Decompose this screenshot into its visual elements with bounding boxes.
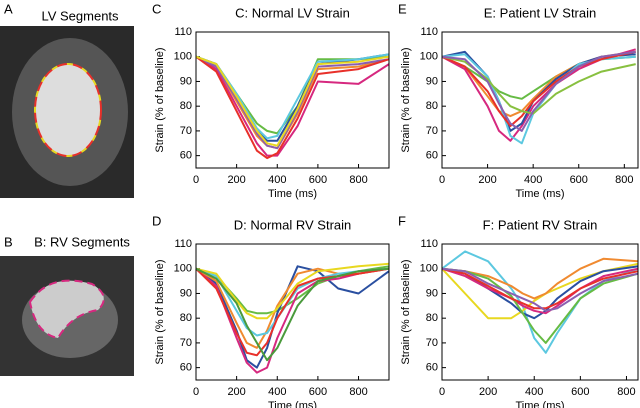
panel-letter: A <box>4 1 13 16</box>
chart-title: C: Normal LV Strain <box>235 5 350 20</box>
x-tick-label: 0 <box>439 386 445 398</box>
panel-letter: E <box>398 1 407 16</box>
x-tick-label: 200 <box>478 174 496 186</box>
plot-frame <box>441 31 639 169</box>
mri-image-b <box>0 256 134 376</box>
x-tick-label: 600 <box>309 174 327 186</box>
y-tick-label: 60 <box>426 150 438 162</box>
plot-frame <box>441 243 639 381</box>
panel-letter: D <box>152 213 161 228</box>
x-tick-label: 0 <box>193 174 199 186</box>
x-tick-label: 400 <box>268 174 286 186</box>
x-axis-label: Time (ms) <box>268 400 317 408</box>
y-tick-label: 70 <box>426 125 438 137</box>
y-tick-label: 100 <box>174 263 192 275</box>
y-tick-label: 80 <box>180 100 192 112</box>
panel-title: LV Segments <box>41 8 119 23</box>
mri-image-a <box>0 26 134 198</box>
series-line <box>195 55 390 160</box>
x-tick-label: 200 <box>227 174 245 186</box>
x-tick-label: 400 <box>524 174 542 186</box>
series-line <box>195 55 390 147</box>
x-tick-label: 800 <box>349 386 367 398</box>
y-tick-label: 100 <box>174 51 192 63</box>
plot-frame <box>195 243 390 381</box>
y-axis-label: Strain (% of baseline) <box>400 259 412 364</box>
plot-frame <box>195 31 390 169</box>
y-tick-label: 110 <box>420 238 438 250</box>
y-tick-label: 90 <box>180 287 192 299</box>
series-line <box>195 267 390 337</box>
series-line <box>441 50 636 132</box>
series-line <box>195 262 390 320</box>
x-tick-label: 800 <box>617 386 635 398</box>
x-tick-label: 600 <box>570 174 588 186</box>
x-tick-label: 0 <box>439 174 445 186</box>
series-line <box>441 257 639 300</box>
x-tick-label: 400 <box>525 386 543 398</box>
series-line <box>195 267 390 362</box>
chart-title: E: Patient LV Strain <box>484 5 597 20</box>
x-axis-label: Time (ms) <box>515 188 564 200</box>
y-tick-label: 110 <box>420 26 438 38</box>
y-tick-label: 70 <box>426 337 438 349</box>
y-tick-label: 90 <box>426 287 438 299</box>
series-line <box>441 50 636 132</box>
x-axis-label: Time (ms) <box>515 400 564 408</box>
series-line <box>441 262 639 320</box>
x-axis-label: Time (ms) <box>268 188 317 200</box>
x-tick-label: 600 <box>309 386 327 398</box>
y-tick-label: 70 <box>180 337 192 349</box>
series-line <box>441 267 639 312</box>
x-tick-label: 200 <box>227 386 245 398</box>
x-tick-label: 600 <box>571 386 589 398</box>
y-tick-label: 110 <box>174 238 192 250</box>
panel-letter: B <box>4 234 13 249</box>
x-tick-label: 400 <box>268 386 286 398</box>
y-tick-label: 60 <box>180 362 192 374</box>
series-line <box>441 267 639 344</box>
series-line <box>195 55 390 150</box>
y-axis-label: Strain (% of baseline) <box>154 259 166 364</box>
series-line <box>441 267 639 310</box>
y-tick-label: 80 <box>180 312 192 324</box>
y-tick-label: 90 <box>180 75 192 87</box>
panel-title: B: RV Segments <box>34 234 130 249</box>
y-tick-label: 70 <box>180 125 192 137</box>
y-tick-label: 80 <box>426 312 438 324</box>
x-tick-label: 800 <box>349 174 367 186</box>
panel-letter: C <box>152 1 161 16</box>
y-axis-label: Strain (% of baseline) <box>400 47 412 152</box>
y-tick-label: 90 <box>426 75 438 87</box>
y-tick-label: 80 <box>426 100 438 112</box>
x-tick-label: 200 <box>479 386 497 398</box>
x-tick-label: 800 <box>615 174 633 186</box>
chart-title: D: Normal RV Strain <box>234 217 352 232</box>
series-line <box>441 48 636 142</box>
y-tick-label: 110 <box>174 26 192 38</box>
x-tick-label: 0 <box>193 386 199 398</box>
y-tick-label: 60 <box>180 150 192 162</box>
chart-title: F: Patient RV Strain <box>483 217 598 232</box>
y-axis-label: Strain (% of baseline) <box>154 47 166 152</box>
y-tick-label: 60 <box>426 362 438 374</box>
y-tick-label: 100 <box>420 263 438 275</box>
series-line <box>441 50 636 127</box>
y-tick-label: 100 <box>420 51 438 63</box>
panel-letter: F <box>398 213 406 228</box>
